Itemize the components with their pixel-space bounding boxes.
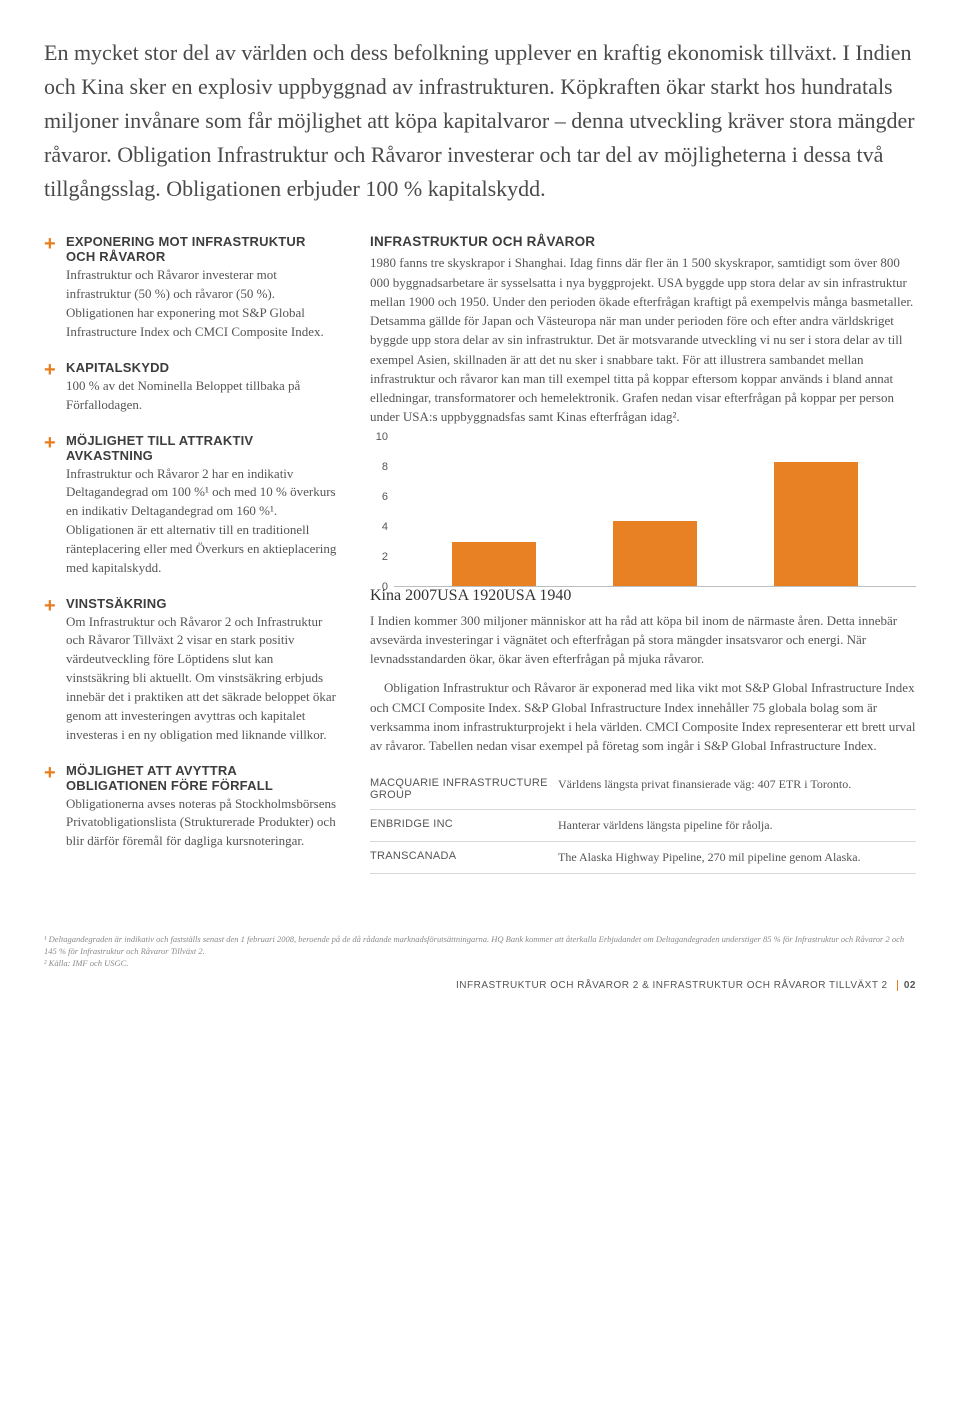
right-paragraph-2: I Indien kommer 300 miljoner människor a… — [370, 611, 916, 669]
features-column: + EXPONERING MOT INFRASTRUKTUR OCH RÅVAR… — [44, 234, 338, 874]
feature-title: KAPITALSKYDD — [66, 360, 338, 375]
footnote-1: ¹ Deltagandegraden är indikativ och fast… — [44, 934, 916, 958]
intro-paragraph: En mycket stor del av världen och dess b… — [44, 36, 916, 206]
chart-plot-area — [394, 437, 916, 587]
feature-text: Om Infrastruktur och Råvaror 2 och Infra… — [66, 613, 338, 745]
chart-y-tick: 0 — [382, 581, 388, 593]
chart-y-tick: 10 — [376, 431, 388, 443]
chart-y-tick: 8 — [382, 461, 388, 473]
table-row: MACQUARIE INFRASTRUCTURE GROUPVärldens l… — [370, 769, 916, 810]
company-desc: The Alaska Highway Pipeline, 270 mil pip… — [558, 842, 916, 874]
chart-bar — [774, 462, 858, 587]
company-name: MACQUARIE INFRASTRUCTURE GROUP — [370, 769, 558, 810]
feature-text: 100 % av det Nominella Beloppet tillbaka… — [66, 377, 338, 415]
chart-y-tick: 2 — [382, 551, 388, 563]
page-number: 02 — [897, 980, 916, 991]
company-desc: Hanterar världens längsta pipeline för r… — [558, 810, 916, 842]
chart-bars — [394, 437, 916, 587]
chart-x-label: USA 1940 — [504, 587, 571, 604]
page-footer: INFRASTRUKTUR OCH RÅVAROR 2 & INFRASTRUK… — [44, 980, 916, 991]
footnotes: ¹ Deltagandegraden är indikativ och fast… — [44, 934, 916, 970]
footnote-2: ² Källa: IMF och USGC. — [44, 958, 916, 970]
chart-y-tick: 6 — [382, 491, 388, 503]
feature-title: MÖJLIGHET ATT AVYTTRA OBLIGATIONEN FÖRE … — [66, 763, 338, 793]
table-row: TRANSCANADAThe Alaska Highway Pipeline, … — [370, 842, 916, 874]
feature-item: + EXPONERING MOT INFRASTRUKTUR OCH RÅVAR… — [44, 234, 338, 341]
right-paragraph-1: 1980 fanns tre skyskrapor i Shanghai. Id… — [370, 253, 916, 426]
feature-item: + KAPITALSKYDD 100 % av det Nominella Be… — [44, 360, 338, 415]
chart-x-labels: Kina 2007USA 1920USA 1940 — [370, 587, 916, 605]
chart-bar — [452, 542, 536, 587]
feature-title: EXPONERING MOT INFRASTRUKTUR OCH RÅVAROR — [66, 234, 338, 264]
chart-y-axis: 0246810 — [370, 437, 394, 587]
right-title: INFRASTRUKTUR OCH RÅVAROR — [370, 234, 916, 249]
chart-y-tick: 4 — [382, 521, 388, 533]
right-paragraph-3: Obligation Infrastruktur och Råvaror är … — [370, 678, 916, 755]
plus-icon: + — [44, 433, 60, 578]
plus-icon: + — [44, 596, 60, 745]
chart-baseline — [394, 586, 916, 587]
company-name: ENBRIDGE INC — [370, 810, 558, 842]
plus-icon: + — [44, 763, 60, 852]
feature-text: Obligationerna avses noteras på Stockhol… — [66, 795, 338, 852]
chart-bar — [613, 521, 697, 587]
feature-title: MÖJLIGHET TILL ATTRAKTIV AVKASTNING — [66, 433, 338, 463]
company-name: TRANSCANADA — [370, 842, 558, 874]
plus-icon: + — [44, 360, 60, 415]
chart-x-label: Kina 2007 — [370, 587, 437, 604]
company-table: MACQUARIE INFRASTRUCTURE GROUPVärldens l… — [370, 769, 916, 874]
two-column-layout: + EXPONERING MOT INFRASTRUKTUR OCH RÅVAR… — [44, 234, 916, 874]
feature-title: VINSTSÄKRING — [66, 596, 338, 611]
right-column: INFRASTRUKTUR OCH RÅVAROR 1980 fanns tre… — [370, 234, 916, 874]
footer-label: INFRASTRUKTUR OCH RÅVAROR 2 & INFRASTRUK… — [456, 980, 888, 991]
copper-demand-chart: 0246810 Kina 2007USA 1920USA 1940 — [370, 437, 916, 605]
table-row: ENBRIDGE INCHanterar världens längsta pi… — [370, 810, 916, 842]
feature-text: Infrastruktur och Råvaror 2 har en indik… — [66, 465, 338, 578]
feature-text: Infrastruktur och Råvaror investerar mot… — [66, 266, 338, 341]
plus-icon: + — [44, 234, 60, 341]
company-desc: Världens längsta privat finansierade väg… — [558, 769, 916, 810]
feature-item: + MÖJLIGHET ATT AVYTTRA OBLIGATIONEN FÖR… — [44, 763, 338, 852]
feature-item: + MÖJLIGHET TILL ATTRAKTIV AVKASTNING In… — [44, 433, 338, 578]
feature-item: + VINSTSÄKRING Om Infrastruktur och Råva… — [44, 596, 338, 745]
chart-x-label: USA 1920 — [437, 587, 504, 604]
